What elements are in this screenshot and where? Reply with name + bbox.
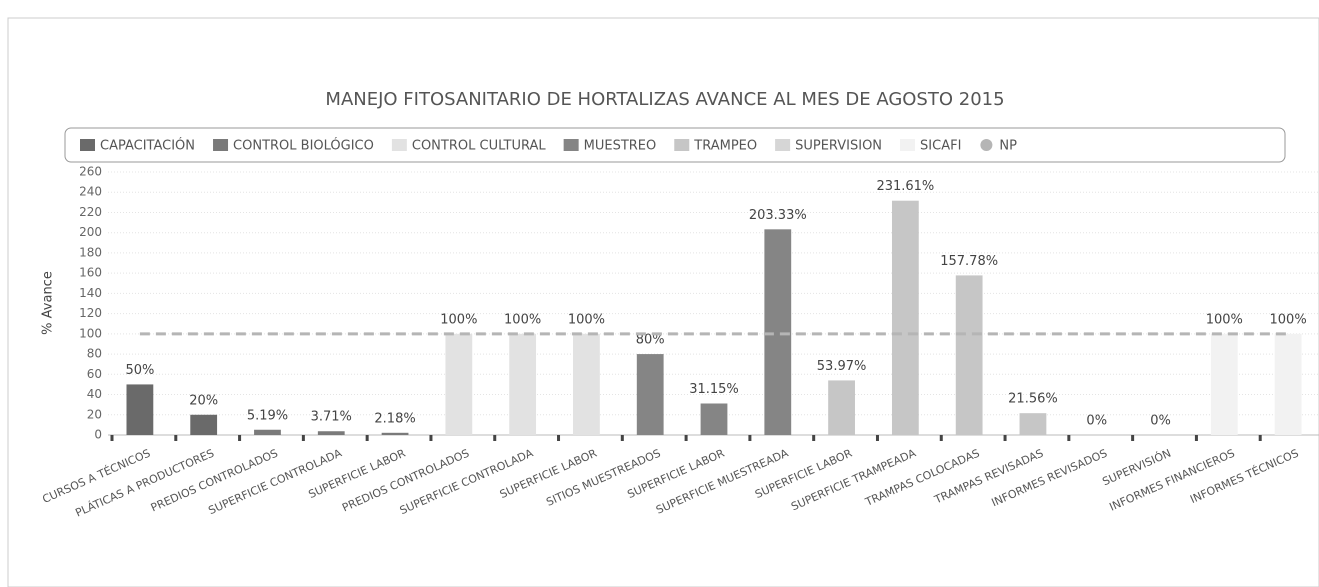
value-label: 50% bbox=[125, 363, 154, 378]
bar bbox=[573, 333, 600, 435]
y-tick-label: 160 bbox=[79, 266, 102, 280]
legend-label: CONTROL CULTURAL bbox=[412, 139, 547, 154]
x-tick-label: TRAMPAS COLOCADAS bbox=[862, 447, 981, 510]
legend-swatch bbox=[563, 139, 579, 151]
value-label: 100% bbox=[1206, 312, 1243, 327]
bar bbox=[700, 403, 728, 435]
x-tick-label: INFORMES REVISADOS bbox=[989, 447, 1109, 510]
bar bbox=[381, 432, 409, 435]
y-tick-label: 180 bbox=[79, 245, 102, 259]
y-tick-label: 100 bbox=[79, 326, 102, 340]
x-tick bbox=[875, 435, 879, 441]
legend-swatch bbox=[674, 139, 690, 151]
x-tick bbox=[493, 435, 497, 441]
y-tick-label: 80 bbox=[87, 347, 102, 361]
y-tick-label: 120 bbox=[79, 306, 102, 320]
x-tick bbox=[812, 435, 816, 441]
x-tick bbox=[174, 435, 178, 441]
value-label: 31.15% bbox=[689, 382, 739, 397]
value-label: 80% bbox=[636, 333, 665, 348]
legend-label: SUPERVISION bbox=[795, 139, 882, 154]
bar bbox=[254, 429, 281, 435]
bar bbox=[509, 333, 537, 435]
x-tick bbox=[365, 435, 369, 441]
x-tick bbox=[429, 435, 433, 441]
legend-swatch bbox=[80, 139, 95, 151]
bar bbox=[1019, 413, 1047, 435]
value-label: 100% bbox=[504, 312, 541, 327]
bar bbox=[891, 200, 919, 435]
x-tick bbox=[620, 435, 624, 441]
legend-swatch bbox=[900, 139, 916, 151]
x-tick-label: TRAMPAS REVISADAS bbox=[932, 447, 1046, 507]
x-tick bbox=[1003, 435, 1007, 441]
bar bbox=[317, 431, 345, 435]
value-label: 3.71% bbox=[311, 410, 352, 425]
x-tick bbox=[748, 435, 752, 441]
bar bbox=[1210, 333, 1238, 435]
y-tick-label: 240 bbox=[79, 185, 102, 199]
bar bbox=[445, 333, 473, 435]
x-tick bbox=[238, 435, 242, 441]
bar bbox=[764, 229, 792, 435]
x-tick bbox=[110, 435, 114, 441]
legend-swatch bbox=[391, 139, 407, 151]
bar bbox=[636, 354, 664, 435]
value-label: 157.78% bbox=[940, 254, 998, 269]
value-label: 21.56% bbox=[1008, 392, 1058, 407]
y-tick-label: 0 bbox=[94, 428, 102, 442]
bar bbox=[955, 275, 983, 435]
x-tick-label: INFORMES TÉCNICOS bbox=[1188, 447, 1300, 507]
chart-title: MANEJO FITOSANITARIO DE HORTALIZAS AVANC… bbox=[325, 89, 1004, 110]
value-label: 203.33% bbox=[749, 208, 807, 223]
x-tick-label: SITIOS MUESTREADOS bbox=[544, 447, 662, 509]
bar bbox=[190, 414, 218, 435]
y-tick-label: 20 bbox=[87, 407, 102, 421]
value-label: 53.97% bbox=[817, 359, 867, 374]
y-tick-label: 40 bbox=[87, 387, 102, 401]
x-tick-label: SUPERFICIE TRAMPEADA bbox=[789, 446, 918, 513]
y-tick-label: 60 bbox=[87, 367, 102, 381]
frame bbox=[7, 17, 1319, 587]
x-tick bbox=[1067, 435, 1071, 441]
legend-swatch bbox=[213, 139, 229, 151]
x-tick bbox=[1194, 435, 1198, 441]
x-tick bbox=[939, 435, 943, 441]
value-label: 100% bbox=[440, 312, 477, 327]
bar bbox=[126, 384, 154, 435]
legend-label: NP bbox=[999, 139, 1017, 154]
legend-box bbox=[64, 127, 1286, 163]
bar bbox=[1274, 333, 1302, 435]
bar bbox=[828, 380, 855, 435]
value-label: 5.19% bbox=[247, 408, 288, 423]
x-tick bbox=[684, 435, 688, 441]
x-tick bbox=[301, 435, 305, 441]
legend-label: TRAMPEO bbox=[693, 139, 757, 154]
legend-label: CAPACITACIÓN bbox=[100, 138, 195, 154]
legend-label: CONTROL BIOLÓGICO bbox=[233, 138, 374, 154]
value-label: 2.18% bbox=[374, 411, 415, 426]
x-tick bbox=[1258, 435, 1262, 441]
value-label: 0% bbox=[1150, 414, 1171, 429]
y-tick-label: 140 bbox=[79, 286, 102, 300]
value-label: 231.61% bbox=[876, 179, 934, 194]
y-tick-label: 200 bbox=[79, 225, 102, 239]
legend-swatch bbox=[980, 139, 993, 151]
legend-swatch bbox=[775, 139, 791, 151]
legend-label: MUESTREO bbox=[584, 139, 657, 154]
y-tick-label: 260 bbox=[79, 165, 102, 179]
y-tick-label: 220 bbox=[79, 205, 102, 219]
value-label: 100% bbox=[1270, 312, 1307, 327]
legend-label: SICAFI bbox=[920, 139, 961, 154]
y-axis-label: % Avance bbox=[41, 271, 56, 335]
x-tick bbox=[1131, 435, 1135, 441]
value-label: 100% bbox=[568, 312, 605, 327]
value-label: 20% bbox=[189, 393, 218, 408]
x-tick bbox=[557, 435, 561, 441]
value-label: 0% bbox=[1086, 414, 1107, 429]
